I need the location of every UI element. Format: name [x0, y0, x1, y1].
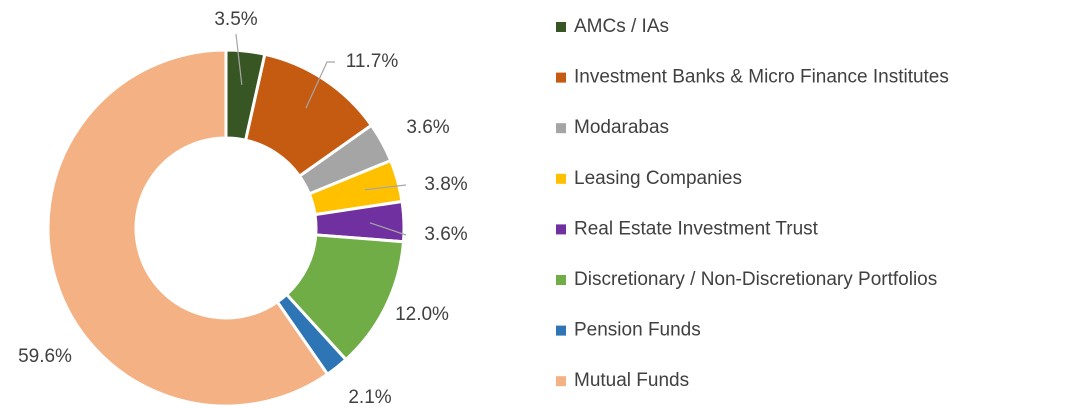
- data-label: 3.5%: [214, 9, 257, 30]
- leader-line: [305, 61, 335, 109]
- data-label: 3.8%: [424, 174, 467, 195]
- legend-label: Pension Funds: [574, 320, 701, 341]
- legend-swatch: [556, 275, 566, 285]
- legend-swatch: [556, 224, 566, 235]
- legend-label: Discretionary / Non-Discretionary Portfo…: [574, 269, 937, 290]
- legend-label: Investment Banks & Micro Finance Institu…: [574, 67, 949, 88]
- legend-swatch: [556, 173, 566, 184]
- legend-swatch: [556, 325, 566, 336]
- data-label: 3.6%: [424, 224, 467, 245]
- legend-label: Leasing Companies: [574, 168, 742, 189]
- slice: [46, 48, 330, 408]
- legend-label: Modarabas: [574, 117, 669, 138]
- data-label: 3.6%: [406, 117, 449, 138]
- leader-line: [369, 222, 407, 236]
- legend-swatch: [556, 123, 566, 134]
- data-label: 12.0%: [395, 304, 449, 325]
- leader-line: [235, 33, 243, 85]
- leader-line: [364, 184, 407, 191]
- data-label: 11.7%: [346, 51, 399, 72]
- legend-label: AMCs / IAs: [574, 16, 669, 37]
- legend-swatch: [556, 376, 566, 387]
- legend-swatch: [556, 22, 566, 32]
- legend-label: Real Estate Investment Trust: [574, 218, 819, 239]
- legend-label: Mutual Funds: [574, 370, 689, 391]
- legend-swatch: [556, 72, 566, 83]
- data-label: 59.6%: [18, 346, 72, 367]
- data-label: 2.1%: [348, 387, 391, 408]
